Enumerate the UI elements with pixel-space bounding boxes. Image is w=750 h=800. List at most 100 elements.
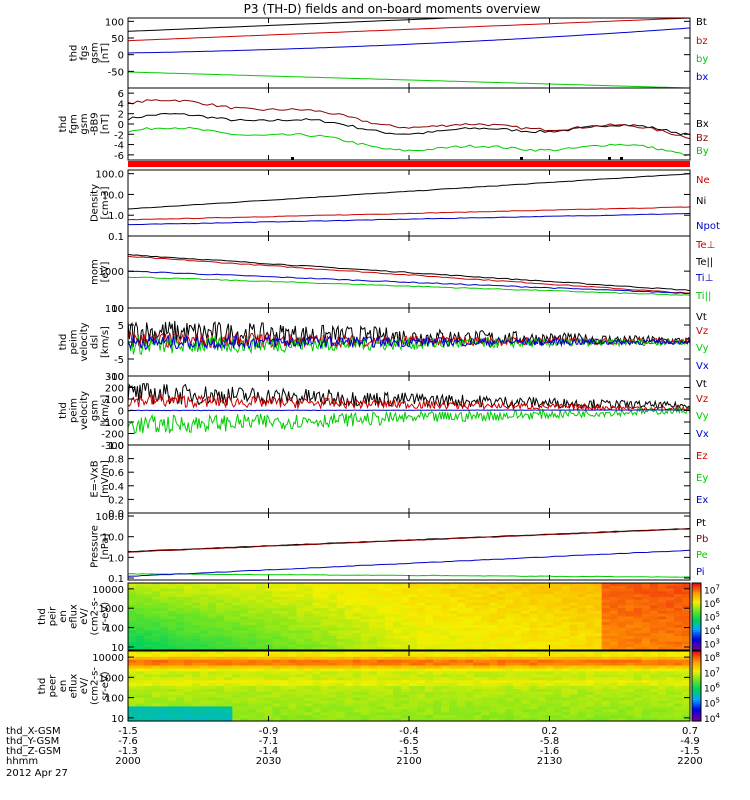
- heatmap-cell: [128, 665, 137, 670]
- heatmap-cell: [336, 683, 346, 687]
- heatmap-cell: [665, 665, 675, 670]
- heatmap-cell: [296, 608, 306, 612]
- heatmap-cell: [601, 585, 611, 590]
- heatmap-cell: [400, 610, 410, 615]
- heatmap-cell: [392, 610, 402, 615]
- heatmap-cell: [673, 596, 683, 601]
- heatmap-cell: [577, 662, 587, 667]
- heatmap-cell: [649, 691, 659, 696]
- heatmap-cell: [521, 659, 531, 664]
- heatmap-cell: [344, 610, 354, 615]
- y-tick-label: 0.4: [108, 482, 124, 493]
- heatmap-cell: [521, 683, 531, 687]
- heatmap-cell: [521, 662, 531, 667]
- heatmap-cell: [136, 583, 145, 587]
- heatmap-cell: [152, 671, 161, 675]
- heatmap-cell: [505, 619, 514, 623]
- heatmap-cell: [272, 594, 282, 598]
- heatmap-cell: [384, 668, 394, 673]
- heatmap-cell: [673, 656, 683, 661]
- heatmap-cell: [593, 647, 603, 651]
- heatmap-cell: [545, 588, 555, 592]
- heatmap-cell: [376, 605, 386, 609]
- colorbar-tick-exponent: 3: [715, 637, 719, 645]
- heatmap-cell: [176, 583, 185, 587]
- heatmap-cell: [128, 712, 137, 716]
- heatmap-cell: [360, 653, 370, 658]
- heatmap-cell: [360, 588, 370, 592]
- legend-By: By: [696, 146, 709, 157]
- heatmap-cell: [288, 630, 298, 634]
- heatmap-cell: [681, 596, 691, 601]
- heatmap-cell: [481, 700, 490, 705]
- heatmap-cell: [569, 622, 579, 626]
- heatmap-cell: [617, 656, 627, 661]
- heatmap-cell: [609, 602, 619, 606]
- colorbar-cell: [692, 700, 701, 703]
- heatmap-cell: [633, 659, 643, 664]
- heatmap-cell: [160, 697, 169, 702]
- heatmap-cell: [288, 610, 298, 615]
- heatmap-cell: [288, 647, 298, 651]
- heatmap-cell: [360, 677, 370, 681]
- heatmap-cell: [441, 636, 450, 640]
- heatmap-cell: [240, 613, 250, 618]
- heatmap-cell: [681, 641, 691, 646]
- heatmap-cell: [417, 591, 426, 595]
- heatmap-cell: [449, 671, 458, 675]
- heatmap-cell: [625, 662, 635, 667]
- heatmap-cell: [505, 605, 514, 609]
- heatmap-cell: [208, 709, 217, 713]
- heatmap-cell: [224, 596, 233, 601]
- heatmap-cell: [441, 594, 450, 598]
- heatmap-cell: [200, 712, 209, 716]
- heatmap-cell: [264, 703, 274, 708]
- heatmap-cell: [473, 638, 482, 643]
- heatmap-cell: [505, 608, 514, 612]
- heatmap-cell: [657, 677, 667, 681]
- heatmap-cell: [625, 583, 635, 587]
- heatmap-cell: [553, 596, 563, 601]
- heatmap-cell: [617, 680, 627, 684]
- heatmap-cell: [360, 691, 370, 696]
- heatmap-cell: [384, 622, 394, 626]
- heatmap-cell: [569, 683, 579, 687]
- heatmap-cell: [232, 602, 241, 606]
- heatmap-cell: [513, 622, 522, 626]
- heatmap-cell: [304, 602, 314, 606]
- heatmap-cell: [264, 616, 274, 620]
- heatmap-cell: [577, 624, 587, 629]
- heatmap-cell: [168, 591, 177, 595]
- heatmap-cell: [368, 616, 378, 620]
- heatmap-cell: [376, 718, 386, 722]
- heatmap-cell: [497, 694, 506, 699]
- heatmap-cell: [384, 585, 394, 590]
- heatmap-cell: [136, 638, 145, 643]
- heatmap-cell: [673, 602, 683, 606]
- heatmap-cell: [625, 638, 635, 643]
- heatmap-cell: [657, 691, 667, 696]
- heatmap-cell: [128, 683, 137, 687]
- heatmap-cell: [312, 712, 322, 716]
- heatmap-cell: [609, 665, 619, 670]
- heatmap-cell: [344, 627, 354, 632]
- heatmap-cell: [200, 633, 209, 637]
- heatmap-cell: [449, 651, 458, 655]
- heatmap-cell: [192, 641, 201, 646]
- heatmap-cell: [176, 718, 185, 722]
- heatmap-cell: [144, 622, 153, 626]
- heatmap-cell: [176, 683, 185, 687]
- heatmap-cell: [545, 712, 555, 716]
- heatmap-cell: [553, 651, 563, 655]
- heatmap-cell: [352, 651, 362, 655]
- heatmap-cell: [240, 656, 250, 661]
- heatmap-cell: [465, 683, 474, 687]
- heatmap-cell: [681, 683, 691, 687]
- series-Ti-line: [128, 276, 690, 296]
- colorbar-cell: [692, 596, 701, 600]
- heatmap-cell: [248, 627, 258, 632]
- heatmap-cell: [288, 709, 298, 713]
- heatmap-cell: [609, 619, 619, 623]
- heatmap-cell: [144, 624, 153, 629]
- heatmap-cell: [392, 583, 402, 587]
